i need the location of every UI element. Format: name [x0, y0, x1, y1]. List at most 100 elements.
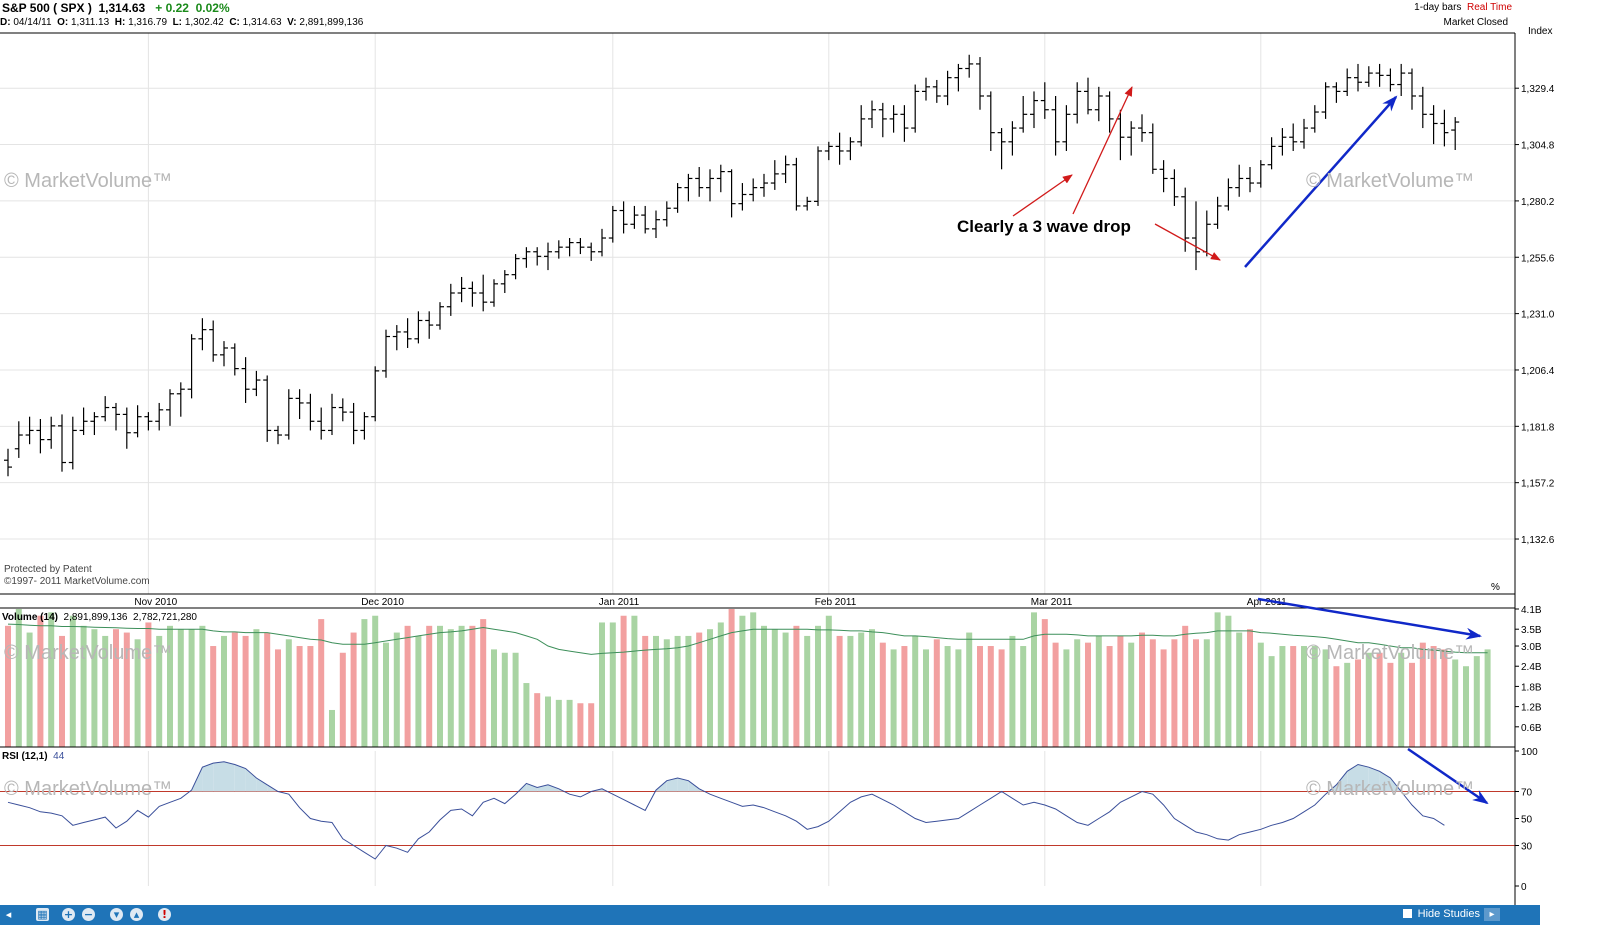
volume-bar — [1117, 635, 1124, 747]
hide-studies-checkbox[interactable] — [1402, 909, 1412, 918]
ohlc-bar — [349, 402, 358, 445]
scroll-left-icon[interactable]: ◂ — [2, 908, 15, 921]
watermark-rsi-left: © MarketVolume™ — [4, 778, 173, 800]
volume-bar — [221, 635, 227, 747]
ohlc-bar — [997, 128, 1006, 170]
rsi-overbought-fill — [537, 784, 548, 792]
ohlc-bar — [112, 402, 120, 431]
volume-bar — [588, 703, 595, 747]
ohlc-bar — [1364, 66, 1373, 87]
rsi-overbought-fill — [1336, 771, 1348, 792]
close-label: C: — [229, 17, 240, 28]
date-label: D: — [0, 17, 11, 28]
volume-bar — [69, 615, 76, 747]
rsi-tick-label: 0 — [1521, 882, 1527, 893]
watermark-price-right: © MarketVolume™ — [1306, 170, 1475, 192]
ohlc-bar — [749, 178, 758, 202]
rsi-line — [7, 761, 1445, 860]
move-up-icon[interactable]: ▴ — [130, 908, 143, 921]
volume-bar — [1214, 612, 1221, 747]
ohlc-bar — [533, 247, 542, 266]
watermark-volume-left: © MarketVolume™ — [4, 642, 173, 664]
volume-bar — [923, 649, 929, 747]
scroll-right-icon[interactable]: ▸ — [1484, 908, 1500, 921]
volume-bar — [26, 632, 33, 747]
move-down-icon[interactable]: ▾ — [110, 908, 123, 921]
volume-bar — [383, 642, 389, 747]
volume-bar — [437, 625, 443, 747]
volume-bar — [1009, 635, 1016, 747]
ohlc-bar — [1440, 109, 1449, 147]
volume-bar — [350, 632, 357, 747]
volume-tick-label: 2.4B — [1521, 662, 1542, 673]
volume-bar — [609, 622, 616, 747]
ohlc-bar — [576, 238, 585, 255]
volume-bar — [815, 625, 821, 747]
volume-bar — [458, 625, 465, 747]
ohlc-bar — [1202, 210, 1211, 257]
ohlc-bar — [554, 240, 563, 259]
ohlc-bar — [641, 205, 650, 234]
rsi-period: (12,1) — [21, 751, 48, 762]
volume-bar — [555, 699, 562, 747]
low-label: L: — [172, 17, 183, 28]
ohlc-bar — [187, 334, 196, 399]
ohlc-bar — [1321, 82, 1330, 119]
zoom-in-icon[interactable]: + — [62, 908, 75, 921]
volume-bar — [1301, 646, 1307, 747]
volume-bar — [5, 625, 11, 747]
price-tick-label: 1,206.4 — [1521, 366, 1555, 377]
ohlc-bar — [490, 279, 498, 307]
volume-bar — [59, 635, 65, 747]
high-label: H: — [114, 17, 126, 28]
volume-bar — [123, 632, 130, 747]
market-status: Market Closed — [1443, 17, 1508, 28]
volume-tick-label: 3.5B — [1521, 625, 1542, 636]
volume-bar — [231, 632, 238, 747]
ohlc-bar — [1278, 128, 1287, 156]
rsi-overbought-fill — [548, 784, 559, 792]
ohlc-bar — [176, 382, 185, 417]
hide-studies-label: Hide Studies — [1417, 908, 1480, 920]
volume-tick-label: 3.0B — [1521, 642, 1542, 653]
volume-bar — [134, 639, 141, 747]
volume-bar — [1344, 662, 1351, 747]
hide-studies-toggle[interactable]: Hide Studies — [1402, 908, 1480, 920]
rsi-overbought-fill — [688, 780, 700, 792]
volume-bar — [1074, 639, 1081, 747]
ohlc-bar — [79, 407, 88, 436]
volume-bar — [318, 619, 325, 747]
volume-bar — [1193, 639, 1199, 747]
volume-bar — [80, 625, 87, 747]
bar-interval[interactable]: 1-day bars — [1414, 2, 1462, 13]
price-change: + 0.22 — [155, 1, 189, 15]
ohlc-bar — [58, 414, 66, 472]
volume-bar — [1311, 646, 1318, 747]
grid-icon[interactable]: ▦ — [36, 908, 49, 921]
ohlc-bar — [1094, 86, 1103, 122]
volume-bar — [1441, 649, 1448, 747]
ohlc-bar — [1375, 63, 1384, 87]
red-arrow-3 — [1154, 223, 1221, 261]
red-arrow-2 — [1072, 86, 1133, 215]
ohlc-bar — [846, 137, 855, 161]
volume-bar — [825, 615, 832, 747]
volume-bar — [48, 612, 55, 747]
volume-bar — [696, 632, 703, 747]
volume-bar — [285, 639, 292, 747]
alert-icon[interactable]: ! — [158, 908, 171, 921]
volume-bar — [890, 649, 897, 747]
volume-bar — [858, 632, 865, 747]
volume-name: Volume — [2, 612, 38, 623]
percent-toggle[interactable]: % — [1491, 582, 1500, 593]
volume-bar — [113, 629, 119, 747]
volume-bar — [707, 629, 713, 747]
realtime-link[interactable]: Real Time — [1466, 2, 1512, 13]
ohlc-bar — [338, 398, 347, 422]
volume-bar — [1225, 615, 1232, 747]
volume-bar — [1257, 642, 1264, 747]
volume-bar — [15, 609, 22, 747]
x-tick-label: Nov 2010 — [134, 597, 177, 608]
ohlc-bar — [306, 393, 315, 431]
zoom-out-icon[interactable]: − — [82, 908, 95, 921]
